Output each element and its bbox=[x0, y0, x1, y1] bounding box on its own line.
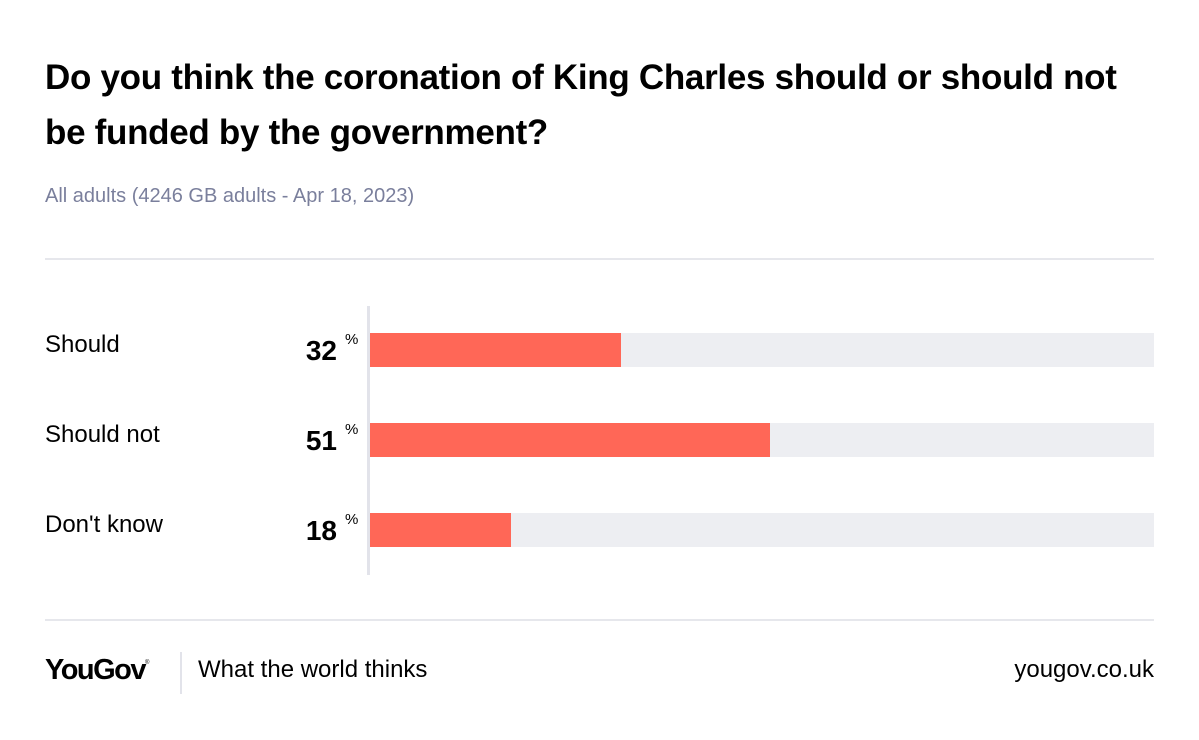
category-label: Should bbox=[45, 331, 120, 358]
bar-track bbox=[370, 333, 1154, 367]
data-label: 18 bbox=[305, 515, 337, 546]
logo-text: YouGov bbox=[45, 654, 147, 686]
top-divider bbox=[45, 258, 1154, 260]
unit-label: % bbox=[345, 331, 359, 348]
bar-row: Should 32 % bbox=[0, 331, 1199, 367]
data-label: 32 bbox=[305, 335, 337, 366]
unit-label: % bbox=[345, 421, 359, 438]
yougov-logo: YouGov® bbox=[45, 654, 149, 687]
chart-title: Do you think the coronation of King Char… bbox=[45, 58, 1117, 152]
bar bbox=[370, 333, 621, 367]
tagline: What the world thinks bbox=[198, 656, 428, 683]
category-label: Should not bbox=[45, 421, 160, 448]
bar-track bbox=[370, 423, 1154, 457]
bar bbox=[370, 513, 512, 547]
data-label: 51 bbox=[305, 425, 337, 456]
registered-mark: ® bbox=[145, 660, 150, 666]
bottom-divider bbox=[45, 619, 1154, 621]
footer-separator bbox=[180, 652, 182, 694]
site-url: yougov.co.uk bbox=[1014, 656, 1154, 683]
bar-row: Should not 51 % bbox=[0, 421, 1199, 457]
chart-subtitle: All adults (4246 GB adults - Apr 18, 202… bbox=[45, 185, 415, 207]
bar-track bbox=[370, 513, 1154, 547]
bar bbox=[370, 423, 770, 457]
bar-row: Don't know 18 % bbox=[0, 511, 1199, 547]
category-label: Don't know bbox=[45, 511, 163, 538]
chart-axis-line bbox=[367, 306, 370, 575]
unit-label: % bbox=[345, 511, 359, 528]
